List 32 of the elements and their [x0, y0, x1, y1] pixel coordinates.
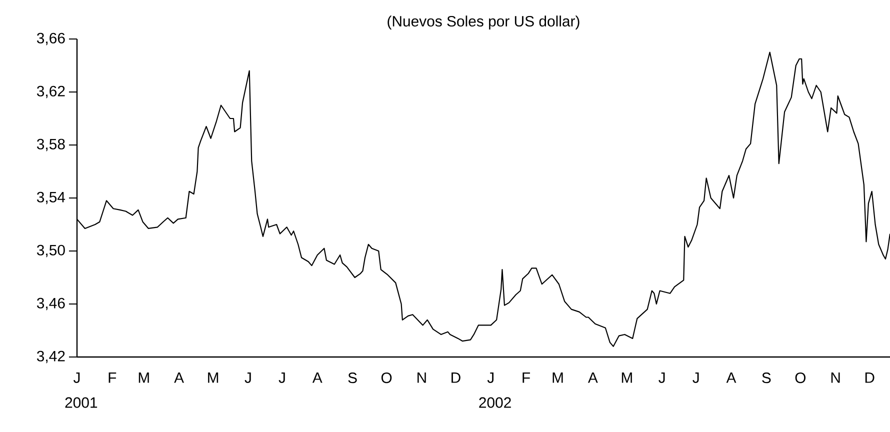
x-tick-label: S — [762, 372, 771, 384]
y-tick-label: 3,54 — [36, 192, 66, 204]
y-tick-label: 3,42 — [36, 350, 65, 364]
y-tick-label: 3,50 — [36, 244, 65, 258]
x-tick-label: D — [452, 372, 460, 383]
x-tick-label: N — [418, 372, 426, 383]
y-tick-label: 3,58 — [36, 138, 65, 152]
x-tick-label: F — [522, 372, 530, 383]
x-tick-label: A — [588, 372, 598, 383]
y-tick-label: 3,66 — [36, 32, 65, 46]
x-tick-label: A — [726, 372, 736, 383]
x-tick-label: M — [552, 372, 563, 383]
x-tick-label: F — [108, 372, 116, 383]
x-tick-label: A — [312, 372, 322, 383]
x-tick-label: M — [622, 372, 632, 383]
chart-title: (Nuevos Soles por US dollar) — [388, 16, 580, 30]
x-tick-label: O — [381, 372, 392, 384]
y-tick-label: 3,46 — [36, 298, 65, 310]
x-tick-label: S — [348, 372, 357, 384]
x-tick-label: J — [692, 372, 699, 383]
x-tick-label: N — [831, 372, 840, 383]
x-tick-label: J — [244, 372, 251, 383]
x-tick-label: A — [174, 372, 184, 383]
x-tick-label: J — [278, 372, 285, 383]
x-tick-label: M — [208, 372, 218, 383]
y-tick-label: 3,62 — [36, 86, 65, 98]
x-tick-label: J 2001 — [65, 372, 98, 408]
x-tick-label: D — [865, 372, 874, 383]
x-tick-label: M — [138, 372, 149, 383]
x-tick-label: O — [795, 372, 806, 384]
x-tick-label: J — [658, 372, 665, 383]
x-tick-label: J 2002 — [479, 372, 511, 408]
